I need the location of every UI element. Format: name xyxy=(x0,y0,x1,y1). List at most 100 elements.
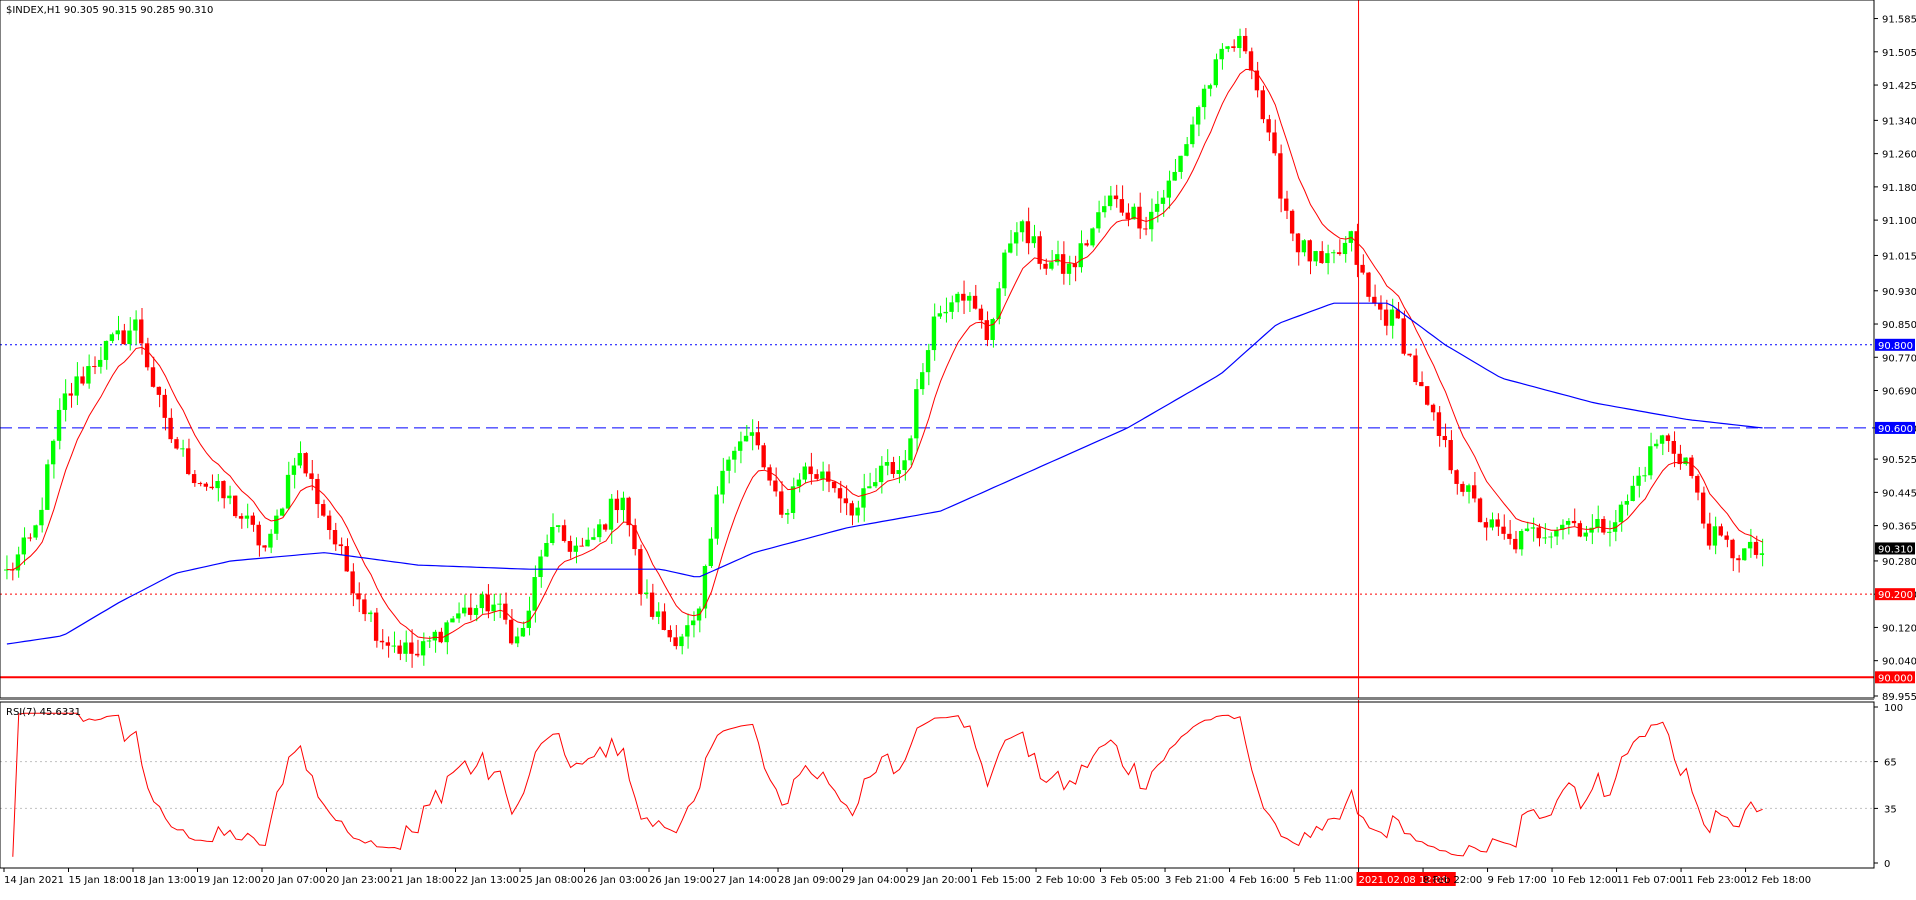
candle-body xyxy=(820,471,825,479)
candle-body xyxy=(1149,211,1154,230)
time-tick-label: 11 Feb 23:00 xyxy=(1681,875,1747,886)
candle-body xyxy=(931,316,937,351)
time-tick-label: 10 Feb 12:00 xyxy=(1552,875,1618,886)
candle-body xyxy=(1313,251,1318,262)
time-tick-label: 3 Feb 21:00 xyxy=(1165,875,1224,886)
rsi-frame xyxy=(0,701,1875,869)
candle-body xyxy=(1131,206,1136,220)
candle-body xyxy=(1025,221,1031,244)
candle-body xyxy=(937,313,942,317)
candle-body xyxy=(1419,382,1424,387)
time-tick-label: 26 Jan 19:00 xyxy=(649,875,712,886)
candle-body xyxy=(1301,240,1307,253)
price-tick-label: 90.770 xyxy=(1882,353,1916,364)
candle-body xyxy=(150,367,156,387)
candle-body xyxy=(1366,272,1371,297)
candle-body xyxy=(1706,523,1712,546)
candle-body xyxy=(1013,232,1019,244)
main-panel xyxy=(0,0,1874,868)
candle-body xyxy=(620,497,625,511)
time-tick-label: 19 Jan 12:00 xyxy=(198,875,261,886)
candle-body xyxy=(432,631,438,641)
candle-body xyxy=(1143,228,1148,230)
candle-body xyxy=(1724,535,1729,540)
candle-body xyxy=(949,302,954,312)
candle-body xyxy=(602,524,608,530)
candle-body xyxy=(532,577,537,611)
candle-body xyxy=(878,465,884,483)
candle-body xyxy=(338,544,344,547)
candle-body xyxy=(309,473,314,479)
candle-body xyxy=(1753,541,1759,555)
level-tag-label: 90.200 xyxy=(1878,590,1913,601)
candle-body xyxy=(573,545,578,552)
candle-body xyxy=(1055,254,1060,263)
candle-body xyxy=(966,295,972,301)
candle-body xyxy=(180,448,185,450)
candle-body xyxy=(508,619,514,644)
candle-body xyxy=(1489,519,1494,528)
candle-body xyxy=(103,340,109,360)
candle-body xyxy=(238,516,244,519)
candle-body xyxy=(984,320,989,340)
candle-body xyxy=(485,594,490,612)
candle-body xyxy=(97,359,103,367)
candle-body xyxy=(385,642,391,646)
candle-body xyxy=(996,288,1001,319)
candle-body xyxy=(1043,263,1048,269)
candle-body xyxy=(1154,203,1160,212)
candle-body xyxy=(673,637,678,647)
candle-body xyxy=(655,611,661,617)
candle-body xyxy=(256,524,261,546)
candle-body xyxy=(268,533,273,548)
candle-body xyxy=(1107,195,1113,207)
level-tag xyxy=(1875,421,1915,434)
level-tag xyxy=(1875,588,1915,601)
candle-body xyxy=(1436,412,1442,436)
candle-body xyxy=(1278,153,1283,199)
candle-body xyxy=(391,645,396,647)
candle-body xyxy=(873,482,878,487)
candle-body xyxy=(972,295,978,309)
candle-body xyxy=(1642,475,1647,477)
candle-body xyxy=(585,539,590,547)
candle-body xyxy=(726,459,731,471)
candle-body xyxy=(1360,264,1365,273)
candle-body xyxy=(1542,537,1547,539)
candle-body xyxy=(790,486,796,513)
candle-body xyxy=(767,467,772,481)
candle-body xyxy=(297,453,302,466)
candle-body xyxy=(978,308,984,321)
price-tick-label: 90.120 xyxy=(1882,623,1916,634)
candle-body xyxy=(1607,531,1612,533)
time-tick-label: 26 Jan 03:00 xyxy=(585,875,648,886)
candle-body xyxy=(121,330,126,345)
candle-body xyxy=(1653,443,1659,447)
candle-body xyxy=(1178,155,1183,172)
candle-body xyxy=(227,495,232,499)
candle-body xyxy=(74,376,79,396)
last-price-label: 90.310 xyxy=(1878,544,1913,555)
candle-body xyxy=(1747,541,1753,549)
candle-body xyxy=(1695,475,1700,493)
candle-body xyxy=(1160,197,1166,204)
candle-body xyxy=(644,592,649,595)
candle-body xyxy=(1518,531,1524,550)
time-tick-label: 4 Feb 16:00 xyxy=(1230,875,1289,886)
candle-body xyxy=(761,445,766,468)
candle-body xyxy=(1577,523,1583,537)
price-tick-label: 91.015 xyxy=(1882,251,1916,262)
candle-body xyxy=(45,464,50,510)
candle-body xyxy=(1225,46,1230,49)
candle-body xyxy=(109,334,115,341)
candle-body xyxy=(538,556,543,578)
time-tick-label: 2 Feb 10:00 xyxy=(1036,875,1095,886)
candle-body xyxy=(1736,558,1741,561)
candle-body xyxy=(920,372,925,390)
candle-body xyxy=(133,319,138,331)
candle-body xyxy=(1242,35,1248,52)
rsi-line xyxy=(12,712,1763,857)
candle-body xyxy=(550,526,555,544)
